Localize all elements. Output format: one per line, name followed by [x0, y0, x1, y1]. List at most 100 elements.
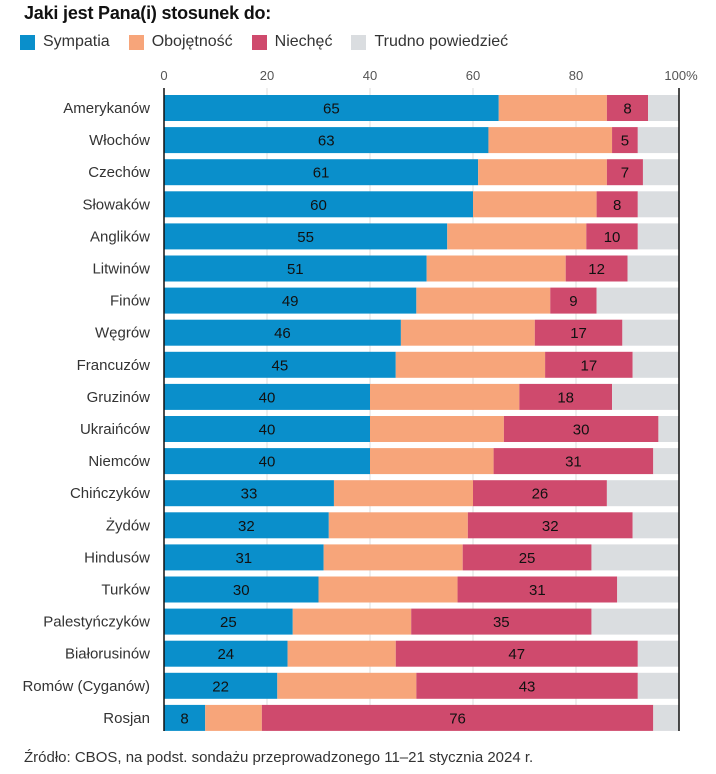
bar-segment-trudno-powiedzie-: [632, 351, 679, 378]
bar-segment-sympatia: [164, 448, 370, 475]
data-label: 31: [529, 582, 546, 599]
category-label: Amerykanów: [63, 100, 150, 117]
bar-segment-trudno-powiedzie-: [591, 544, 679, 571]
bar-segment-trudno-powiedzie-: [653, 704, 679, 731]
category-label: Ukraińców: [80, 421, 150, 438]
data-label: 45: [272, 357, 289, 374]
category-label: Niemców: [88, 453, 150, 470]
category-label: Węgrów: [95, 325, 150, 342]
source-note: Źródło: CBOS, na podst. sondażu przeprow…: [24, 749, 534, 766]
category-label: Romów (Cyganów): [22, 678, 150, 695]
bar-segment-oboj-tno-: [323, 544, 463, 571]
bar-segment-oboj-tno-: [400, 319, 535, 346]
bar-segment-niech-: [519, 383, 613, 410]
category-label: Hindusów: [84, 549, 150, 566]
bar-segment-oboj-tno-: [277, 672, 417, 699]
bar-segment-oboj-tno-: [287, 640, 396, 667]
data-label: 40: [259, 389, 276, 406]
bar-segment-sympatia: [164, 255, 427, 282]
data-label: 8: [623, 101, 631, 118]
data-label: 26: [532, 486, 549, 503]
legend-item-niechec: Niechęć: [251, 33, 333, 51]
legend-item-sympatia: Sympatia: [20, 33, 110, 51]
x-tick-label: 80: [569, 68, 583, 83]
category-label: Włochów: [89, 132, 150, 149]
bar-segment-niech-: [612, 127, 638, 154]
bar-segment-oboj-tno-: [328, 512, 468, 539]
x-tick-label: 100%: [664, 68, 698, 83]
category-label: Słowaków: [82, 196, 150, 213]
bar-segment-niech-: [411, 608, 592, 635]
data-label: 32: [542, 518, 559, 535]
data-label: 8: [613, 197, 621, 214]
bar-segment-oboj-tno-: [333, 480, 473, 507]
bar-segment-oboj-tno-: [416, 287, 551, 314]
legend-label-sympatia: Sympatia: [43, 33, 110, 50]
bar-segment-trudno-powiedzie-: [627, 255, 679, 282]
legend-item-trudno-powiedziec: Trudno powiedzieć: [351, 33, 508, 51]
bar-segment-sympatia: [164, 704, 206, 731]
category-label: Turków: [101, 582, 150, 599]
data-label: 46: [274, 325, 291, 342]
bar-segment-oboj-tno-: [370, 383, 520, 410]
data-label: 31: [235, 550, 252, 567]
bar-segment-niech-: [467, 512, 633, 539]
bar-segment-niech-: [545, 351, 633, 378]
data-label: 17: [581, 357, 598, 374]
bar-segment-trudno-powiedzie-: [648, 95, 679, 121]
bar-segment-sympatia: [164, 576, 319, 603]
data-label: 35: [493, 614, 510, 631]
data-label: 10: [604, 229, 621, 246]
bar-segment-oboj-tno-: [478, 159, 607, 186]
axis-layer: [163, 88, 680, 731]
bar-segment-niech-: [606, 95, 649, 121]
legend-label-niechec: Niechęć: [274, 33, 333, 50]
bar-segment-trudno-powiedzie-: [637, 640, 679, 667]
bar-segment-oboj-tno-: [447, 223, 587, 250]
chart-title: Jaki jest Pana(i) stosunek do:: [24, 3, 272, 23]
bar-segment-trudno-powiedzie-: [653, 448, 679, 475]
data-label: 9: [569, 293, 577, 310]
category-label: Finów: [110, 293, 150, 310]
bar-segment-sympatia: [164, 127, 489, 154]
data-label: 7: [621, 165, 629, 182]
labels-layer: 0 20 40 60 80 100% Amerykanów 65 8 Włochów 63 5 Czec…: [22, 68, 698, 727]
data-label: 40: [259, 454, 276, 471]
data-label: 55: [297, 229, 314, 246]
data-label: 60: [310, 197, 327, 214]
bar-segment-sympatia: [164, 383, 370, 410]
bar-segment-niech-: [596, 191, 638, 218]
data-label: 63: [318, 133, 335, 150]
data-label: 49: [282, 293, 299, 310]
bar-segment-niech-: [503, 416, 659, 442]
category-label: Anglików: [90, 228, 150, 245]
bar-segment-oboj-tno-: [292, 608, 412, 635]
data-label: 65: [323, 101, 340, 118]
category-label: Gruzinów: [87, 389, 151, 406]
data-label: 25: [519, 550, 536, 567]
bar-segment-trudno-powiedzie-: [642, 159, 679, 186]
legend-swatch-sympatia: [20, 34, 35, 50]
category-label: Chińczyków: [70, 485, 150, 502]
bar-segment-sympatia: [164, 319, 401, 346]
category-label: Litwinów: [92, 261, 150, 278]
data-label: 43: [519, 678, 536, 695]
bar-segment-trudno-powiedzie-: [637, 223, 679, 250]
bar-segment-trudno-powiedzie-: [606, 480, 679, 507]
bar-segment-sympatia: [164, 287, 417, 314]
bar-segment-trudno-powiedzie-: [596, 287, 679, 314]
bar-segment-trudno-powiedzie-: [637, 127, 679, 154]
bar-segment-niech-: [416, 672, 638, 699]
data-label: 17: [570, 325, 587, 342]
bar-segment-sympatia: [164, 640, 288, 667]
data-label: 5: [621, 133, 629, 150]
data-label: 12: [588, 261, 605, 278]
data-label: 8: [180, 710, 188, 727]
bar-segment-trudno-powiedzie-: [622, 319, 679, 346]
bar-segment-sympatia: [164, 191, 473, 218]
bar-segment-niech-: [550, 287, 597, 314]
x-tick-label: 0: [160, 68, 167, 83]
bar-segment-trudno-powiedzie-: [612, 383, 679, 410]
bar-segment-sympatia: [164, 159, 479, 186]
data-label: 40: [259, 422, 276, 439]
